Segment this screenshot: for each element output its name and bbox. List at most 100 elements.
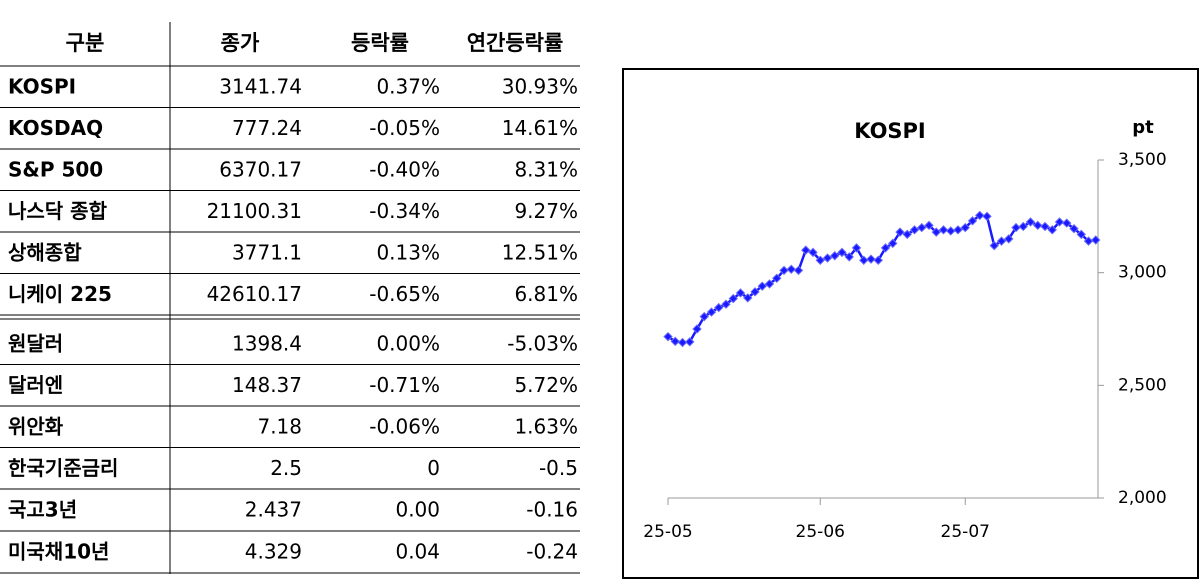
- cell: 4.329: [245, 540, 302, 564]
- point-marker: [764, 279, 775, 289]
- cell: 0: [427, 456, 440, 480]
- row-label: 상해종합: [8, 240, 82, 264]
- point-marker: [1062, 218, 1072, 228]
- header-cell: 연간등락률: [467, 31, 564, 55]
- header-cell: 등락률: [351, 31, 409, 55]
- point-marker: [924, 220, 934, 231]
- x-tick-label: 25-05: [643, 522, 692, 542]
- row-label: 원달러: [8, 331, 63, 355]
- cell: -5.03%: [507, 331, 578, 355]
- point-marker: [670, 336, 680, 347]
- point-marker: [938, 225, 949, 235]
- point-marker: [960, 222, 970, 233]
- row-label: KOSDAQ: [8, 116, 103, 140]
- point-marker: [685, 337, 695, 347]
- point-marker: [1091, 235, 1101, 245]
- point-marker: [822, 253, 833, 263]
- point-marker: [714, 302, 724, 313]
- point-marker: [1040, 221, 1050, 232]
- cell: 2.5: [270, 456, 302, 480]
- cell: 9.27%: [514, 199, 578, 223]
- point-marker: [1018, 221, 1028, 232]
- chart-frame: [622, 68, 1199, 579]
- point-marker: [1047, 225, 1057, 235]
- point-marker: [880, 243, 891, 253]
- point-marker: [677, 337, 688, 348]
- x-tick-label: 25-06: [796, 522, 845, 542]
- row-label: 미국채10년: [8, 540, 109, 564]
- point-marker: [699, 311, 709, 322]
- point-marker: [982, 211, 992, 222]
- point-marker: [808, 247, 818, 258]
- y-tick-label: 3,500: [1118, 150, 1167, 170]
- cell: 1.63%: [514, 414, 578, 438]
- y-tick-label: 2,500: [1118, 375, 1167, 395]
- point-marker: [909, 225, 920, 235]
- cell: 21100.31: [207, 199, 302, 223]
- series-line: [667, 214, 1096, 344]
- row-label: 니케이 225: [8, 282, 112, 306]
- row-label: S&P 500: [8, 157, 103, 181]
- point-marker: [1004, 234, 1014, 244]
- point-marker: [772, 273, 782, 284]
- point-marker: [1076, 229, 1086, 240]
- row-label: 달러엔: [8, 373, 63, 397]
- cell: 30.93%: [502, 74, 578, 98]
- point-marker: [844, 252, 854, 262]
- point-marker: [996, 236, 1007, 246]
- cell: -0.24: [526, 540, 578, 564]
- point-marker: [815, 255, 825, 265]
- cell: -0.71%: [369, 373, 440, 397]
- cell: 3141.74: [219, 74, 302, 98]
- point-marker: [721, 299, 731, 309]
- point-marker: [859, 255, 869, 265]
- point-marker: [866, 254, 876, 264]
- point-marker: [895, 227, 905, 237]
- point-marker: [967, 216, 978, 226]
- point-marker: [830, 251, 840, 261]
- cell: -0.16: [526, 498, 578, 522]
- cell: -0.5: [539, 456, 578, 480]
- cell: 12.51%: [502, 240, 578, 264]
- y-tick-label: 3,000: [1118, 263, 1167, 283]
- y-tick-label: 2,000: [1118, 488, 1167, 508]
- point-marker: [663, 331, 673, 342]
- point-marker: [975, 210, 985, 221]
- point-marker: [728, 293, 738, 304]
- cell: 2.437: [245, 498, 302, 522]
- point-marker: [989, 240, 999, 251]
- point-marker: [779, 265, 789, 276]
- point-marker: [873, 255, 883, 265]
- cell: 8.31%: [514, 157, 578, 181]
- cell: 7.18: [257, 414, 302, 438]
- point-marker: [750, 287, 760, 297]
- cell: 0.04: [395, 540, 440, 564]
- cell: 5.72%: [514, 373, 578, 397]
- header-cell: 구분: [66, 31, 105, 55]
- point-marker: [1033, 220, 1043, 231]
- point-marker: [692, 324, 702, 334]
- point-marker: [706, 307, 717, 317]
- row-label: 한국기준금리: [8, 456, 118, 480]
- point-marker: [1069, 224, 1079, 234]
- row-label: 나스닥 종합: [8, 199, 108, 223]
- header-cell: 종가: [221, 31, 260, 55]
- point-marker: [786, 264, 796, 274]
- point-marker: [1011, 222, 1021, 233]
- point-marker: [801, 245, 811, 255]
- row-label: 위안화: [8, 414, 64, 438]
- cell: -0.40%: [369, 157, 440, 181]
- cell: 148.37: [232, 373, 302, 397]
- cell: -0.05%: [369, 116, 440, 140]
- point-marker: [902, 229, 912, 240]
- y-axis-label: pt: [1132, 117, 1154, 138]
- point-marker: [837, 247, 847, 258]
- cell: -0.34%: [369, 199, 440, 223]
- point-marker: [735, 288, 746, 298]
- point-marker: [953, 225, 963, 235]
- chart-title: KOSPI: [854, 119, 926, 143]
- row-label: 국고3년: [8, 498, 77, 522]
- cell: 0.00: [395, 498, 440, 522]
- cell: 0.37%: [376, 74, 440, 98]
- row-label: KOSPI: [8, 74, 76, 98]
